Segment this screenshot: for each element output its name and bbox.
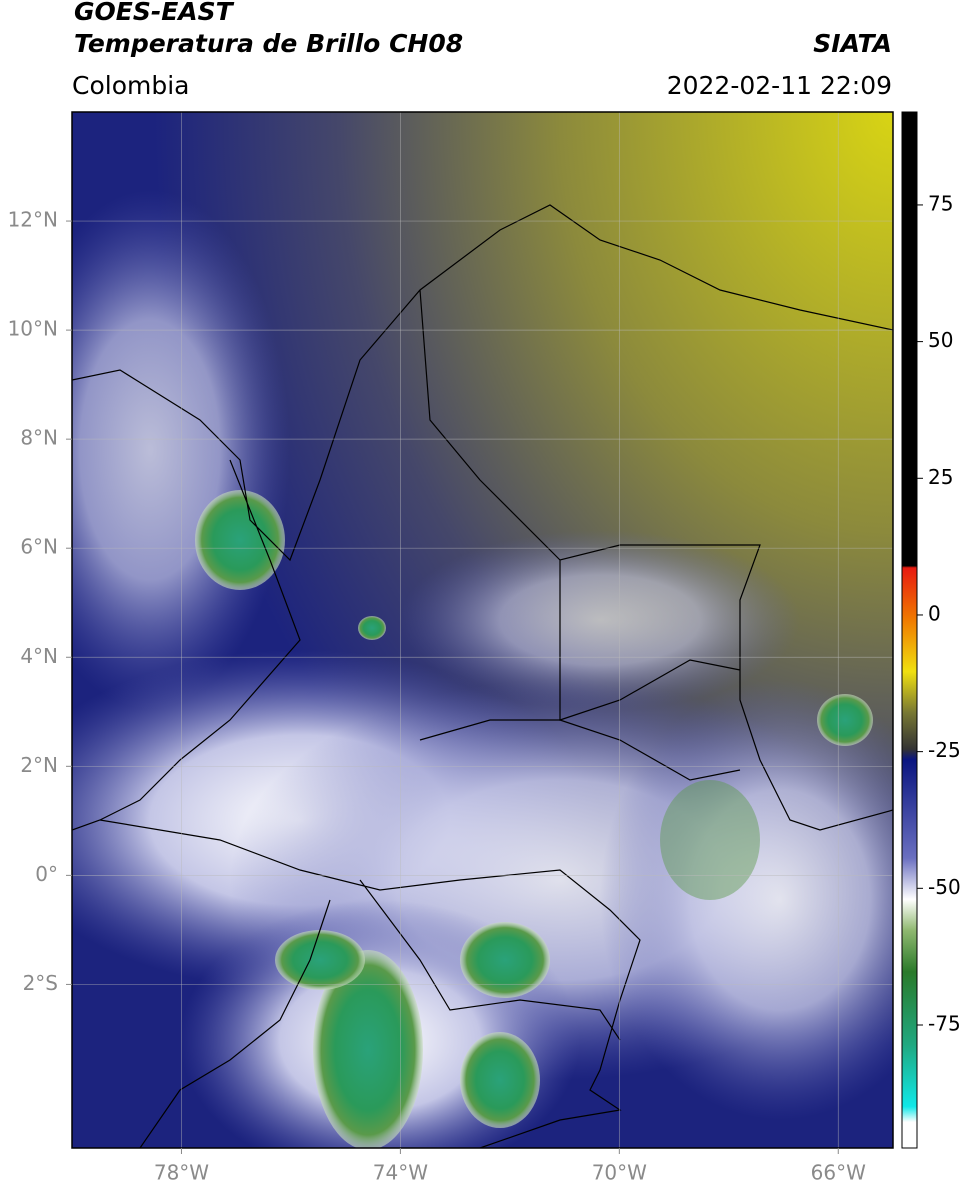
- borders: [72, 204, 893, 1148]
- grid: [72, 112, 893, 1148]
- datetime: 2022-02-11 22:09: [667, 71, 892, 100]
- y-tick-label: 2°S: [23, 971, 58, 995]
- x-tick-label: 70°W: [592, 1161, 647, 1185]
- y-tick-label: 4°N: [20, 644, 58, 668]
- colorbar: [901, 111, 918, 1149]
- y-tick-label: 12°N: [8, 208, 58, 232]
- y-tick-label: 8°N: [20, 426, 58, 450]
- colorbar-tick-label: -75: [928, 1011, 961, 1035]
- source: SIATA: [813, 29, 892, 58]
- y-tick-label: 6°N: [20, 535, 58, 559]
- y-tick-label: 0°: [35, 862, 58, 886]
- region: Colombia: [72, 71, 189, 100]
- colorbar-tick-label: 75: [928, 191, 953, 215]
- y-tick-label: 10°N: [8, 317, 58, 341]
- subtitle: Temperatura de Brillo CH08: [74, 29, 463, 58]
- x-tick-label: 78°W: [154, 1161, 209, 1185]
- colorbar-tick-label: 50: [928, 328, 953, 352]
- colorbar-tick-label: -50: [928, 875, 961, 899]
- map-frame: [71, 111, 894, 1149]
- x-tick-label: 74°W: [373, 1161, 428, 1185]
- colorbar-tick-label: 25: [928, 465, 953, 489]
- x-tick-label: 66°W: [811, 1161, 866, 1185]
- satellite-image: [72, 112, 893, 1148]
- colorbar-tick-label: 0: [928, 601, 941, 625]
- title: GOES-EAST: [74, 0, 235, 26]
- colorbar-tick-label: -25: [928, 738, 961, 762]
- y-tick-label: 2°N: [20, 753, 58, 777]
